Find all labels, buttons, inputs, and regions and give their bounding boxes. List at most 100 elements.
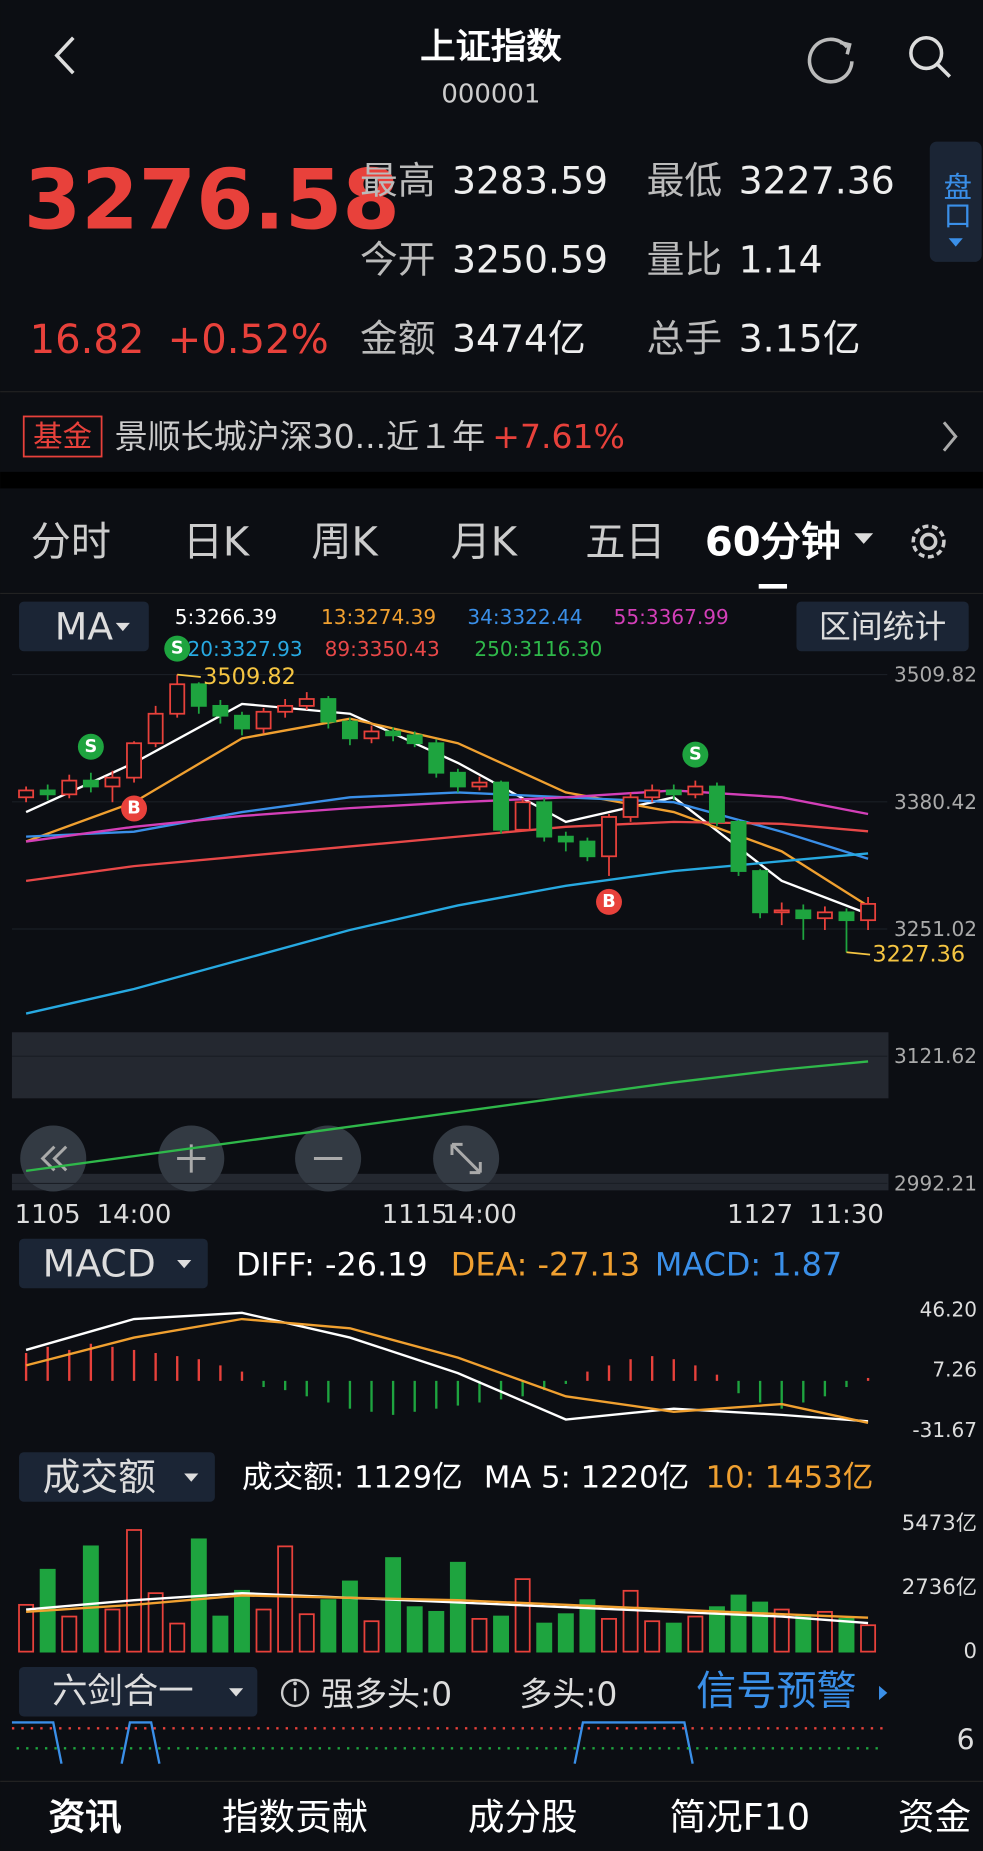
signal-dropdown-arrow xyxy=(229,1688,244,1697)
separator-band xyxy=(0,471,983,489)
legend-entry: 34:3322.44 xyxy=(467,605,582,629)
volume-bar xyxy=(773,1608,790,1653)
volume-bar xyxy=(61,1615,78,1653)
bottom-tab[interactable]: 简况F10 xyxy=(669,1795,810,1838)
volume-bar xyxy=(622,1589,639,1653)
candle-body xyxy=(579,840,596,858)
candle-body xyxy=(644,789,661,799)
volume-button[interactable]: 成交额 xyxy=(43,1455,156,1499)
volume-bar xyxy=(838,1617,855,1653)
y-tick-label: 3251.02 xyxy=(894,917,977,941)
legend-entry: 13:3274.39 xyxy=(321,605,436,629)
y-tick-label: 3121.62 xyxy=(894,1044,977,1068)
stat-label: 最低 xyxy=(647,158,722,202)
tab-dropdown-arrow[interactable] xyxy=(854,533,874,544)
fund-return: +7.61% xyxy=(492,417,625,456)
candle-body xyxy=(18,789,35,799)
bottom-tab[interactable]: 成分股 xyxy=(468,1795,578,1838)
zoom-controls[interactable] xyxy=(20,1125,500,1192)
ma-dropdown-arrow xyxy=(115,622,130,632)
info-icon[interactable] xyxy=(280,1678,310,1708)
search-button[interactable] xyxy=(909,35,952,78)
y-tick-label: 3509.82 xyxy=(894,663,977,687)
y-tick-label: 0 xyxy=(963,1639,977,1664)
legend-entry: 120:3327.93 xyxy=(175,637,303,661)
fund-tag: 基金 xyxy=(33,420,92,454)
volume-ma-line xyxy=(25,1591,869,1625)
signal-label: S xyxy=(171,639,184,659)
signal-label: S xyxy=(689,745,702,765)
macd-dropdown-arrow xyxy=(177,1259,192,1269)
volume-bar xyxy=(18,1603,35,1653)
readout: MACD: 1.87 xyxy=(655,1246,842,1284)
candle-body xyxy=(471,781,488,788)
y-tick-label: 7.26 xyxy=(932,1358,977,1382)
side-button[interactable] xyxy=(929,141,982,262)
ma-line xyxy=(25,789,869,843)
volume-bar xyxy=(126,1529,143,1653)
signal-strip xyxy=(11,1721,885,1764)
stat-label: 金额 xyxy=(360,317,436,361)
candle-body xyxy=(838,911,855,922)
signal-link[interactable]: 信号预警 xyxy=(696,1669,856,1715)
bottom-tab[interactable]: 资讯 xyxy=(49,1795,122,1838)
y-tick-label: 2736亿 xyxy=(902,1575,977,1600)
candle-body xyxy=(82,779,99,788)
candle-body xyxy=(557,835,574,843)
side-button-label[interactable]: 盘口 xyxy=(939,172,972,229)
volume-bar xyxy=(406,1606,423,1653)
candle-body xyxy=(234,714,250,730)
x-tick-label: 14:00 xyxy=(442,1200,517,1230)
volume-bar xyxy=(341,1580,358,1653)
signal-button-box[interactable] xyxy=(19,1666,258,1717)
back-button[interactable] xyxy=(54,36,75,75)
tab[interactable]: 月K xyxy=(451,520,519,566)
stat-label: 量比 xyxy=(647,238,722,282)
volume-bar xyxy=(795,1615,812,1653)
candle-body xyxy=(212,704,229,717)
range-button[interactable]: 区间统计 xyxy=(819,607,946,645)
tab[interactable]: 周K xyxy=(311,520,379,566)
volume-bar xyxy=(601,1617,617,1653)
candle-body xyxy=(816,911,833,920)
volume-bar xyxy=(708,1606,725,1653)
tab[interactable]: 60分钟 xyxy=(705,520,841,566)
refresh-button[interactable] xyxy=(807,37,854,84)
ma-button-box[interactable] xyxy=(19,601,149,652)
bottom-tab[interactable]: 资金 xyxy=(898,1795,971,1838)
settings-button[interactable] xyxy=(911,524,946,559)
ma-button[interactable]: MA xyxy=(55,604,114,648)
stat-value: 3283.59 xyxy=(452,158,608,202)
annotation-leader xyxy=(177,673,201,678)
tab[interactable]: 分时 xyxy=(31,520,111,566)
macd-button[interactable]: MACD xyxy=(43,1241,156,1285)
tab[interactable]: 日K xyxy=(183,520,251,566)
macd-button-box[interactable] xyxy=(19,1238,208,1289)
candle-body xyxy=(860,903,877,922)
volume-button-box[interactable] xyxy=(19,1452,215,1502)
legend-entry: 89:3350.43 xyxy=(325,637,440,661)
volume-bar xyxy=(579,1599,596,1653)
volume-bar xyxy=(320,1599,337,1653)
fund-text[interactable]: 景顺长城沪深30...近１年 xyxy=(115,417,486,456)
signal-button[interactable]: 六剑合一 xyxy=(52,1671,194,1712)
readout: DEA: -27.13 xyxy=(451,1246,640,1284)
candle-body xyxy=(126,742,143,779)
macd-line xyxy=(25,1311,869,1423)
volume-bar xyxy=(730,1594,747,1653)
stat-label: 今开 xyxy=(360,238,436,282)
candle-body xyxy=(39,789,56,796)
signal-item: 强多头:0 xyxy=(321,1675,452,1714)
range-button-box[interactable] xyxy=(796,601,969,652)
bottom-tab[interactable]: 指数贡献 xyxy=(222,1795,368,1838)
tab[interactable]: 五日 xyxy=(585,520,665,566)
candle-body xyxy=(277,704,294,713)
macd-line xyxy=(25,1317,869,1424)
fund-arrow[interactable] xyxy=(942,421,958,452)
signal-value: 6 xyxy=(957,1724,975,1757)
readout: 10: 1453亿 xyxy=(706,1461,874,1496)
candle-body xyxy=(601,816,617,858)
stat-value: 1.14 xyxy=(739,238,823,282)
legend-entry: 55:3367.99 xyxy=(614,605,729,629)
